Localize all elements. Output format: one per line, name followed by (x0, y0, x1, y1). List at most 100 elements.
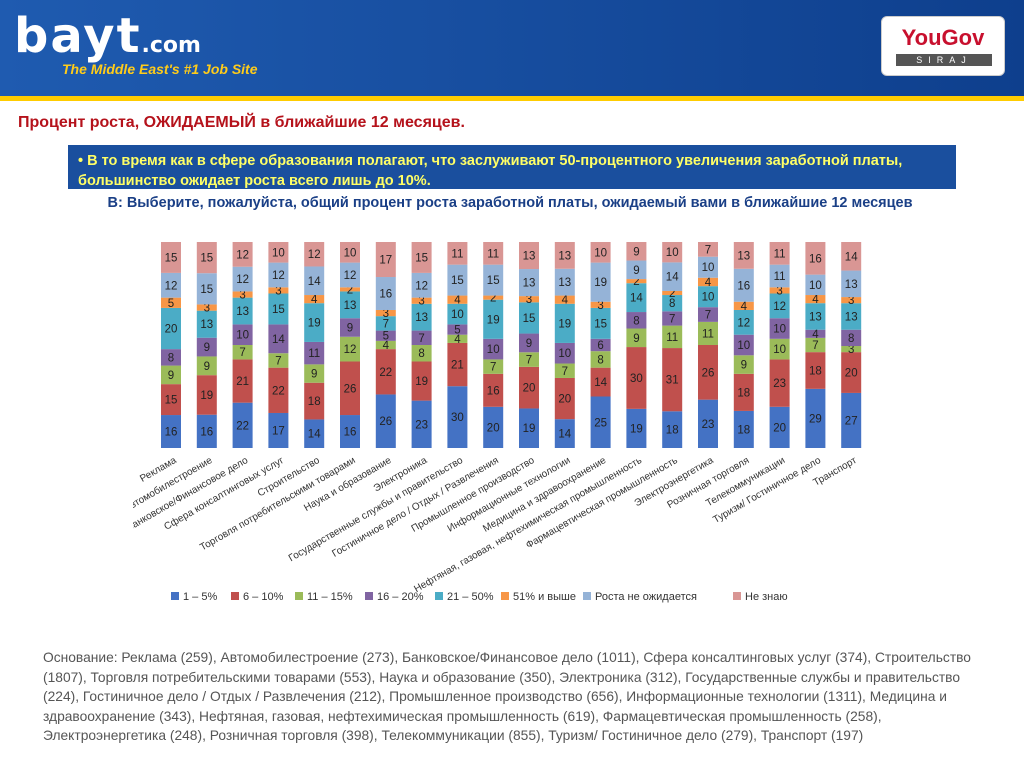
bar-segment (626, 279, 647, 284)
data-label: 3 (526, 294, 532, 306)
data-label: 13 (558, 250, 571, 262)
bar-segment (411, 361, 432, 401)
bar-segment (447, 386, 468, 448)
legend-swatch (295, 592, 303, 600)
bar-segment (196, 242, 217, 274)
bar-segment (375, 309, 396, 317)
data-label: 15 (523, 313, 536, 325)
data-label: 18 (666, 425, 679, 437)
data-label: 9 (633, 333, 639, 345)
data-label: 4 (454, 295, 461, 307)
data-label: 13 (845, 279, 858, 291)
legend-swatch (171, 592, 179, 600)
stacked-bar-chart: 1615982051215Реклама1619991331515Автомоб… (122, 242, 862, 603)
bar-segment (268, 262, 289, 288)
data-label: 11 (702, 328, 714, 340)
legend-swatch (365, 592, 373, 600)
bar-segment (841, 329, 862, 347)
bar-segment (733, 410, 754, 448)
data-label: 12 (165, 280, 178, 292)
data-label: 3 (418, 296, 424, 308)
bar-segment (447, 334, 468, 343)
bar-segment (841, 297, 862, 304)
data-label: 20 (773, 422, 786, 434)
data-label: 11 (774, 271, 786, 283)
bar-segment (590, 242, 611, 263)
bar-segment (590, 396, 611, 448)
bar-segment (483, 338, 504, 360)
bar-segment (733, 242, 754, 269)
bar-segment (733, 309, 754, 335)
data-label: 27 (845, 415, 858, 427)
data-label: 19 (594, 277, 607, 289)
bar-segment (340, 318, 360, 337)
bar-segment (411, 303, 432, 331)
legend-entry: 11 – 15% (307, 591, 353, 603)
yougov-logo-name: YouGov (901, 25, 985, 50)
bar-segment (554, 303, 575, 343)
data-label: 19 (523, 423, 536, 435)
data-label: 3 (848, 344, 854, 356)
data-label: 15 (200, 284, 213, 296)
bar-segment (805, 274, 826, 296)
data-label: 31 (666, 375, 679, 387)
data-label: 13 (809, 311, 822, 323)
data-label: 4 (812, 294, 819, 306)
bayt-logo[interactable]: bayt.com (14, 10, 201, 72)
bar-segment (447, 342, 468, 387)
data-label: 20 (523, 383, 536, 395)
bar-segment (805, 337, 826, 353)
legend-entry: Роста не ожидается (595, 591, 697, 603)
data-label: 15 (487, 275, 500, 287)
bar-segment (196, 414, 217, 448)
data-label: 12 (308, 249, 321, 261)
data-label: 13 (558, 277, 571, 289)
bar-segment (698, 256, 718, 278)
data-label: 23 (415, 419, 428, 431)
data-label: 30 (451, 412, 464, 424)
bar-segment (483, 295, 504, 300)
header-background (0, 0, 1024, 96)
bar-segment (554, 419, 575, 448)
data-label: 15 (200, 253, 213, 265)
bar-segment (554, 295, 575, 304)
data-label: 8 (633, 315, 639, 327)
data-label: 16 (200, 426, 213, 438)
bar-segment (519, 242, 539, 270)
data-label: 8 (669, 298, 675, 310)
bar-segment (841, 352, 862, 393)
key-finding-box: • В то время как в сфере образования пол… (68, 145, 956, 189)
legend-entry: 21 – 50% (447, 591, 494, 603)
bar-segment (698, 321, 718, 345)
data-label: 3 (848, 295, 854, 307)
data-label: 3 (204, 303, 210, 315)
bar-segment (519, 269, 539, 297)
bar-segment (590, 338, 611, 352)
bar-segment (268, 242, 289, 263)
data-label: 16 (344, 427, 357, 439)
data-label: 2 (347, 284, 353, 296)
bar-segment (232, 291, 253, 298)
bar-segment (304, 364, 325, 383)
bar-segment (769, 359, 790, 407)
data-label: 9 (311, 369, 317, 381)
data-label: 3 (275, 285, 281, 297)
data-label: 11 (451, 248, 463, 260)
data-label: 15 (415, 252, 428, 264)
data-label: 15 (451, 275, 464, 287)
data-label: 15 (165, 252, 178, 264)
bar-segment (805, 242, 826, 275)
data-label: 14 (630, 293, 643, 305)
legend-entry: 1 – 5% (183, 591, 217, 603)
data-label: 19 (487, 314, 500, 326)
bar-segment (161, 415, 181, 448)
data-label: 19 (630, 423, 643, 435)
bar-segment (340, 336, 360, 362)
bar-segment (841, 392, 862, 448)
data-label: 9 (741, 360, 747, 372)
bar-segment (769, 242, 790, 265)
data-label: 3 (776, 285, 782, 297)
data-label: 18 (737, 387, 750, 399)
data-label: 9 (204, 342, 210, 354)
data-label: 30 (630, 373, 643, 385)
